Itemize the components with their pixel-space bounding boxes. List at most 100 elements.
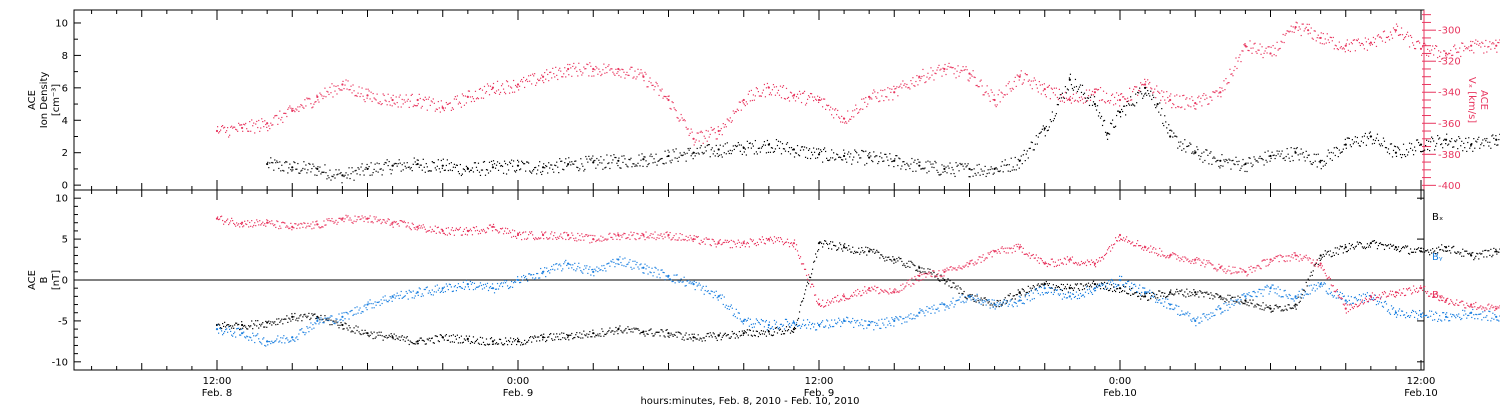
data-point: [586, 63, 588, 65]
data-point: [958, 75, 960, 77]
data-point: [357, 312, 359, 314]
data-point: [782, 333, 785, 335]
data-point: [471, 281, 474, 284]
data-point: [299, 329, 301, 331]
data-point: [1491, 43, 1493, 45]
data-point: [383, 299, 385, 301]
data-point: [433, 291, 435, 293]
data-point: [1463, 142, 1465, 145]
data-point: [1459, 137, 1461, 140]
data-point: [506, 81, 509, 83]
data-point: [596, 334, 598, 337]
data-point: [376, 93, 378, 95]
data-point: [349, 327, 351, 329]
data-point: [323, 322, 325, 324]
data-point: [953, 172, 955, 175]
data-point: [1154, 88, 1156, 90]
data-point: [439, 111, 441, 113]
data-point: [491, 164, 494, 166]
data-point: [514, 84, 517, 87]
data-point: [470, 100, 473, 103]
data-point: [767, 329, 770, 332]
data-point: [827, 159, 829, 161]
data-point: [1387, 148, 1390, 150]
data-point: [276, 338, 278, 340]
data-point: [688, 149, 690, 151]
data-point: [945, 166, 947, 168]
data-point: [464, 170, 467, 172]
data-point: [1307, 154, 1309, 156]
data-point: [853, 156, 855, 158]
data-point: [491, 343, 494, 345]
data-point: [566, 264, 568, 267]
data-point: [572, 338, 574, 340]
data-point: [1365, 41, 1368, 43]
data-point: [951, 67, 953, 69]
data-point: [862, 150, 864, 152]
data-point: [587, 336, 589, 338]
data-point: [832, 108, 834, 110]
data-point: [467, 286, 470, 288]
data-point: [673, 333, 675, 336]
data-point: [618, 74, 620, 77]
data-point: [745, 154, 747, 156]
data-point: [972, 70, 974, 72]
data-point: [856, 108, 858, 110]
data-point: [1379, 36, 1382, 38]
data-point: [594, 268, 596, 270]
data-point: [570, 67, 572, 69]
data-point: [1015, 294, 1017, 296]
data-point: [662, 331, 664, 333]
data-point: [643, 272, 645, 274]
data-point: [824, 98, 826, 100]
data-point: [1061, 100, 1064, 102]
data-point: [647, 163, 649, 166]
data-point: [686, 152, 688, 154]
data-point: [557, 268, 559, 270]
data-point: [1294, 150, 1296, 153]
data-point: [486, 282, 489, 284]
data-point: [633, 267, 635, 269]
data-point: [349, 177, 351, 180]
data-point: [314, 322, 316, 324]
data-point: [461, 173, 464, 175]
data-point: [1319, 36, 1322, 40]
data-point: [1181, 106, 1183, 108]
data-point: [519, 169, 521, 171]
data-point: [1107, 133, 1110, 135]
data-point: [1449, 140, 1451, 142]
data-point: [1292, 307, 1294, 309]
data-point: [1118, 291, 1121, 294]
data-point: [815, 99, 818, 101]
data-point: [232, 325, 234, 327]
data-point: [1123, 96, 1125, 98]
data-point: [531, 172, 533, 174]
data-point: [541, 75, 545, 78]
data-point: [1443, 139, 1445, 141]
data-point: [499, 91, 502, 94]
data-point: [1247, 162, 1249, 164]
data-point: [819, 241, 821, 243]
data-point: [298, 110, 300, 112]
data-point: [592, 155, 594, 157]
data-point: [1044, 135, 1046, 137]
data-point: [1200, 97, 1202, 99]
data-point: [388, 334, 390, 336]
data-point: [848, 245, 850, 247]
data-point: [649, 77, 651, 79]
data-point: [701, 151, 703, 154]
data-point: [559, 67, 561, 69]
data-point: [248, 339, 250, 341]
data-point: [1087, 97, 1090, 99]
data-point: [1165, 102, 1167, 104]
data-point: [548, 269, 550, 272]
data-point: [757, 335, 759, 338]
data-point: [393, 333, 395, 335]
data-point: [646, 86, 648, 88]
data-point: [893, 262, 895, 264]
data-point: [625, 163, 627, 166]
data-point: [1089, 96, 1092, 98]
data-point: [738, 330, 740, 333]
data-point: [364, 168, 366, 170]
data-point: [796, 144, 799, 147]
